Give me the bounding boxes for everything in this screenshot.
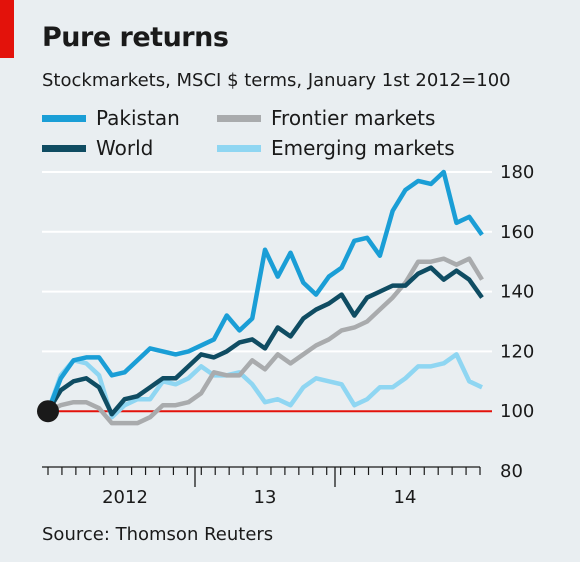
- legend: Pakistan Frontier markets World Emerging…: [42, 106, 542, 162]
- y-tick-label-180: 180: [500, 162, 534, 183]
- y-tick-label-100: 100: [500, 401, 534, 422]
- series-line-world: [46, 265, 484, 417]
- source-note: Source: Thomson Reuters: [42, 524, 274, 545]
- x-tick-label-13: 13: [254, 487, 277, 508]
- legend-label-pakistan: Pakistan: [96, 106, 180, 130]
- series-line-emerging-markets: [45, 352, 483, 420]
- legend-item-frontier: Frontier markets: [217, 106, 435, 130]
- legend-label-world: World: [96, 136, 154, 160]
- chart-subtitle: Stockmarkets, MSCI $ terms, January 1st …: [42, 70, 511, 91]
- y-tick-label-80: 80: [500, 461, 523, 482]
- y-tick-label-120: 120: [500, 341, 534, 362]
- legend-swatch-pakistan: [42, 114, 86, 122]
- accent-tag: [0, 0, 14, 58]
- y-tick-label-140: 140: [500, 282, 534, 303]
- series-line-pakistan: [45, 169, 484, 413]
- legend-swatch-frontier: [217, 114, 261, 122]
- chart-title: Pure returns: [42, 22, 229, 53]
- series-line-frontier-markets: [47, 256, 484, 426]
- start-point-marker: [37, 400, 59, 423]
- legend-swatch-world: [42, 144, 86, 152]
- legend-label-frontier: Frontier markets: [271, 106, 436, 130]
- x-tick-label-14: 14: [394, 487, 417, 508]
- x-tick-label-2012: 2012: [102, 487, 148, 508]
- legend-item-emerging: Emerging markets: [217, 136, 455, 160]
- legend-swatch-emerging: [217, 144, 261, 152]
- legend-item-pakistan: Pakistan: [42, 106, 180, 130]
- legend-item-world: World: [42, 136, 153, 160]
- legend-label-emerging: Emerging markets: [271, 136, 455, 160]
- y-tick-label-160: 160: [500, 222, 534, 243]
